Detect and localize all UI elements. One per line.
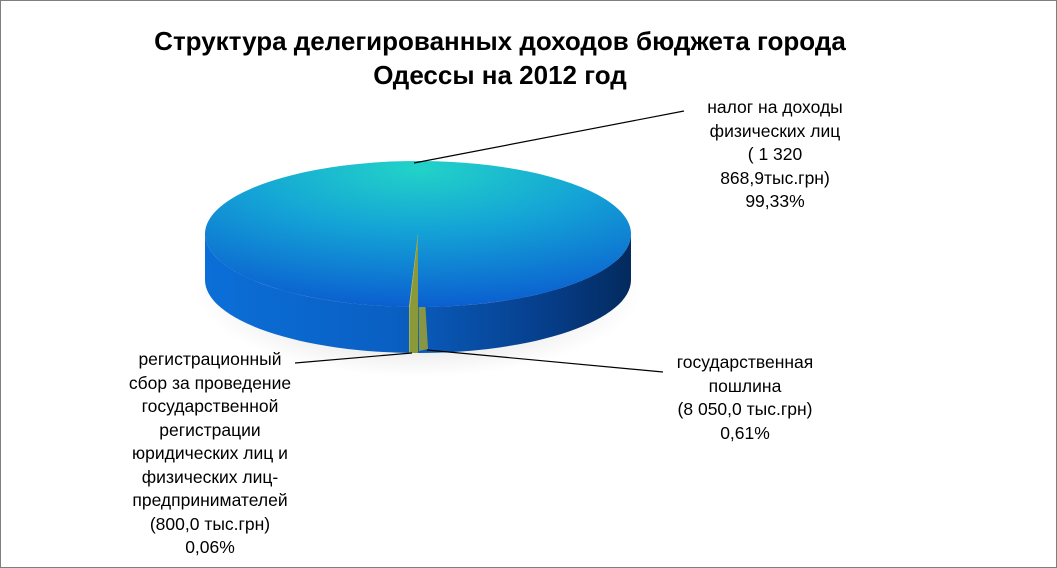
data-label-income-tax: налог на доходы физических лиц ( 1 320 8…: [660, 96, 890, 214]
data-label-line: 0,06%: [185, 537, 235, 557]
data-label-line: государственной: [141, 396, 279, 416]
data-label-line: 99,33%: [745, 191, 805, 211]
data-label-line: регистрации: [159, 419, 261, 440]
leader-line-registration-fee: [294, 352, 413, 364]
pie-slice-registration-fee: [409, 234, 418, 307]
data-label-line: ( 1 320: [747, 144, 803, 164]
data-label-line: физических лиц: [709, 120, 841, 141]
data-label-line: 0,61%: [720, 422, 770, 443]
data-label-line: юридических лиц и: [132, 443, 288, 463]
data-label-line: (800,0 тыс.грн): [149, 513, 271, 534]
data-label-line: налог на доходы: [707, 97, 843, 117]
leader-line-income-tax: [413, 110, 685, 164]
data-label-line: пошлина: [708, 375, 782, 396]
chart-title-line-2: Одессы на 2012 год: [373, 60, 627, 90]
data-label-registration-fee: регистрационный сбор за проведение госуд…: [95, 348, 325, 560]
data-label-line: 868,9тыс.грн): [720, 167, 830, 188]
data-label-line: предпринимателей: [132, 490, 288, 510]
data-label-line: государственная: [676, 352, 814, 372]
chart-title-line-1: Структура делегированных доходов бюджета…: [154, 26, 846, 56]
pie-slice-side-state-duty: [409, 306, 418, 353]
pie-slice-state-duty: [409, 234, 418, 307]
data-label-line: (8 050,0 тыс.грн): [677, 399, 813, 419]
data-label-line: сбор за проведение: [128, 372, 292, 393]
pie-slice-side-income-tax: [205, 234, 631, 353]
chart-title: Структура делегированных доходов бюджета…: [60, 24, 940, 92]
leader-line-state-duty: [426, 349, 664, 373]
data-label-line: регистрационный: [138, 349, 282, 369]
data-label-state-duty: государственная пошлина (8 050,0 тыс.грн…: [625, 351, 865, 445]
data-label-line: физических лиц-: [141, 466, 279, 487]
pie-slice-side-registration-fee: [409, 306, 410, 353]
